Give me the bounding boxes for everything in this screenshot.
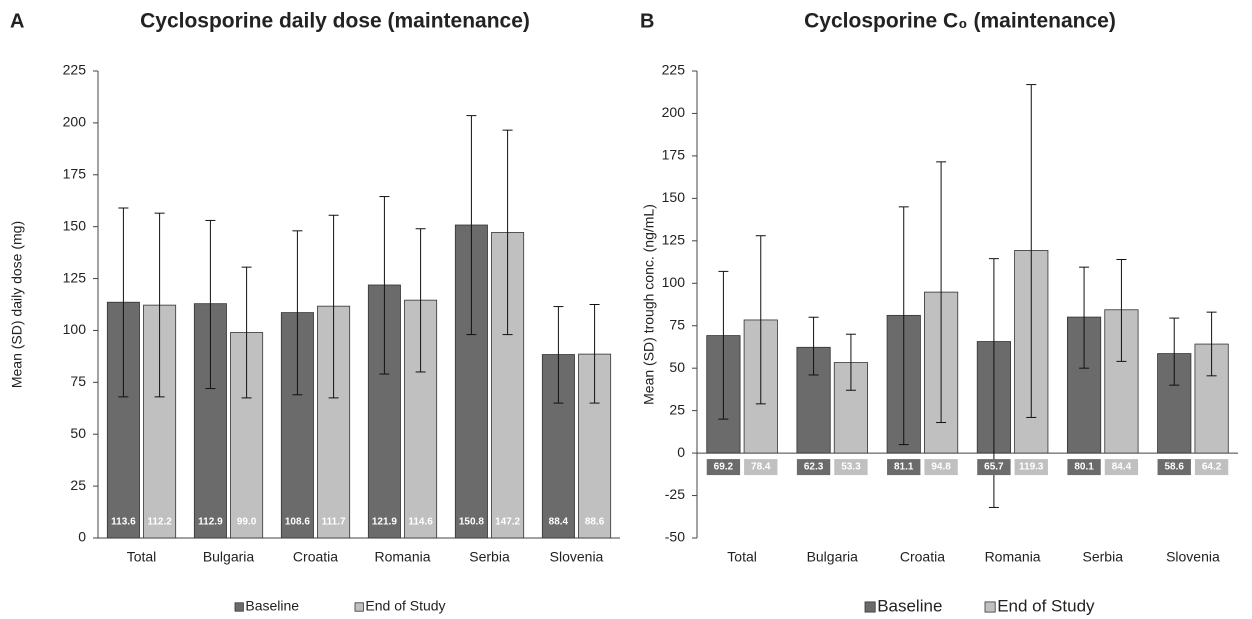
legend-label: Baseline [245,598,299,614]
y-tick-label: 150 [662,189,686,205]
value-label: 84.4 [1112,462,1132,473]
value-label-bg [796,459,831,476]
y-tick-label: 50 [669,359,685,375]
y-tick-label: -50 [665,529,685,545]
value-label: 80.1 [1074,462,1094,473]
value-label: 147.2 [495,517,520,528]
y-tick-label: 50 [70,425,86,441]
value-label-bg [834,459,868,476]
value-label: 88.4 [549,517,569,528]
panel-label: A [10,10,24,32]
y-tick-label: 125 [63,269,87,285]
y-tick-label: 150 [63,217,87,233]
x-tick-label: Bulgaria [807,549,859,565]
value-label: 88.6 [585,517,605,528]
y-tick-label: 175 [662,147,686,163]
x-tick-label: Slovenia [1166,549,1220,565]
y-tick-label: 225 [63,62,87,78]
value-label: 58.6 [1165,462,1185,473]
y-tick-label: -25 [665,486,685,502]
x-tick-label: Bulgaria [203,549,255,565]
value-label: 111.7 [322,517,346,528]
x-tick-label: Serbia [469,549,510,565]
legend-label: Baseline [877,596,942,615]
y-tick-label: 175 [63,165,87,181]
value-label: 121.9 [372,517,397,528]
y-tick-label: 0 [677,444,685,460]
value-label: 99.0 [237,517,257,528]
value-label: 114.6 [408,517,433,528]
chart-title: Cyclosporine daily dose (maintenance) [140,10,530,33]
value-label-bg [1067,459,1101,476]
x-tick-label: Romania [374,549,430,565]
value-label-bg [1104,459,1139,476]
value-label-bg [924,459,958,476]
value-label: 65.7 [984,462,1004,473]
x-tick-label: Slovenia [550,549,604,565]
y-tick-label: 100 [63,321,87,337]
value-label-bg [977,459,1011,476]
y-tick-label: 25 [70,477,86,493]
y-tick-label: 75 [669,316,685,332]
chart-title: Cyclosporine C₀ (maintenance) [804,10,1116,33]
value-label-bg [1194,459,1229,476]
value-label: 64.2 [1202,462,1222,473]
value-label: 81.1 [894,462,914,473]
value-label: 112.2 [147,517,172,528]
y-tick-label: 200 [662,104,686,120]
x-tick-label: Croatia [293,549,338,565]
x-tick-label: Croatia [900,549,945,565]
value-label-bg [1157,459,1191,476]
value-label: 108.6 [285,517,310,528]
value-label-bg [887,459,921,476]
legend-swatch [234,602,244,612]
value-label: 69.2 [714,462,734,473]
x-tick-label: Romania [985,549,1041,565]
legend-label: End of Study [997,596,1095,615]
panel-label: B [640,10,654,32]
y-axis-label: Mean (SD) trough conc. (ng/mL) [641,204,657,405]
legend-swatch [354,602,364,612]
legend-swatch [984,601,996,613]
value-label: 150.8 [459,517,484,528]
value-label: 62.3 [804,462,824,473]
y-tick-label: 125 [662,232,686,248]
value-label: 112.9 [198,517,223,528]
value-label: 113.6 [111,517,136,528]
x-tick-label: Total [727,549,757,565]
x-tick-label: Total [127,549,157,565]
value-label: 53.3 [841,462,861,473]
y-tick-label: 100 [662,274,686,290]
y-tick-label: 0 [78,529,86,545]
x-tick-label: Serbia [1083,549,1124,565]
y-tick-label: 225 [662,62,686,78]
y-axis-label: Mean (SD) daily dose (mg) [9,221,25,388]
legend-label: End of Study [365,598,445,614]
y-tick-label: 75 [70,373,86,389]
value-label-bg [706,459,741,476]
value-label-bg [744,459,778,476]
y-tick-label: 200 [63,114,87,130]
legend-swatch [864,601,876,613]
y-tick-label: 25 [669,401,685,417]
value-label: 78.4 [751,462,771,473]
value-label: 94.8 [931,462,951,473]
value-label: 119.3 [1019,462,1044,473]
value-label-bg [1014,459,1048,476]
